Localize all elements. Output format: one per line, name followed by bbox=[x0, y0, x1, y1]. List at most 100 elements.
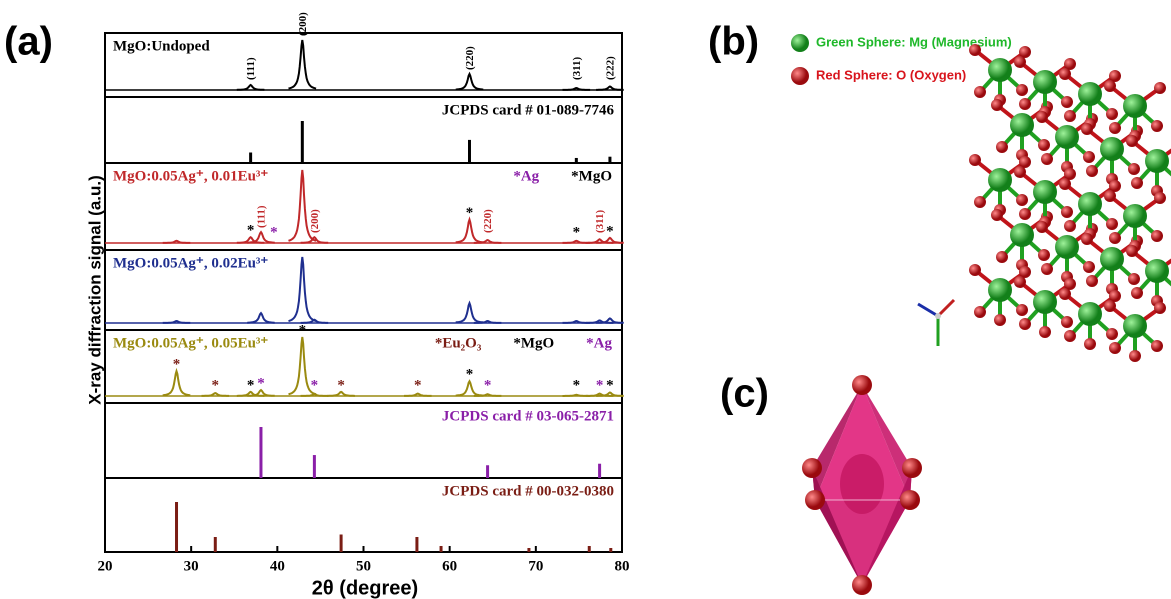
peak-marker: * bbox=[573, 224, 581, 240]
peak bbox=[456, 220, 484, 243]
peak-marker: * bbox=[247, 377, 255, 393]
series-label: JCPDS card # 00-032-0380 bbox=[442, 483, 614, 499]
o-atom bbox=[1109, 232, 1121, 244]
o-atom bbox=[974, 86, 986, 98]
o-atom bbox=[1014, 166, 1026, 178]
x-tick-label: 50 bbox=[356, 558, 371, 574]
peak-marker: * bbox=[257, 376, 265, 392]
x-tick-label: 30 bbox=[184, 558, 199, 574]
series-label: MgO:0.05Ag⁺, 0.05Eu³⁺ bbox=[113, 335, 268, 351]
mg-atom bbox=[988, 278, 1012, 302]
peak-label: (311) bbox=[571, 56, 583, 80]
o-atom bbox=[1106, 108, 1118, 120]
series-label: JCPDS card # 03-065-2871 bbox=[442, 408, 614, 424]
peak-marker: * bbox=[606, 223, 614, 239]
series-label: MgO:0.05Ag⁺, 0.01Eu³⁺ bbox=[113, 168, 268, 184]
peak bbox=[456, 303, 484, 322]
o-atom bbox=[1038, 139, 1050, 151]
series-label: JCPDS card # 01-089-7746 bbox=[442, 102, 615, 118]
o-atom bbox=[994, 314, 1006, 326]
marker-key: *Ag bbox=[586, 335, 612, 351]
o-atom bbox=[1151, 340, 1163, 352]
o-atom bbox=[1154, 192, 1166, 204]
peak-label: (200) bbox=[309, 209, 321, 233]
peak-label: (220) bbox=[482, 209, 494, 233]
o-atom bbox=[1014, 276, 1026, 288]
page: {"panel_labels": ["(a)", "(b)", "(c)"], … bbox=[0, 0, 1171, 599]
crystal-structure bbox=[969, 44, 1171, 362]
panel-label: (b) bbox=[708, 20, 759, 64]
o-atom bbox=[1036, 111, 1048, 123]
panel-label: (c) bbox=[720, 372, 769, 416]
o-atom bbox=[1154, 302, 1166, 314]
mg-atom bbox=[988, 58, 1012, 82]
o-atom bbox=[1104, 300, 1116, 312]
o-atom bbox=[1106, 218, 1118, 230]
o-atom bbox=[1151, 230, 1163, 242]
mg-atom bbox=[1100, 137, 1124, 161]
peak-marker: * bbox=[596, 377, 604, 393]
peak-marker: * bbox=[173, 357, 181, 373]
o-atom bbox=[991, 209, 1003, 221]
o-atom bbox=[1131, 177, 1143, 189]
o-atom bbox=[1086, 165, 1098, 177]
x-axis-label: 2θ (degree) bbox=[312, 577, 418, 599]
o-atom bbox=[1038, 249, 1050, 261]
axis-triad bbox=[918, 300, 954, 346]
o-atom bbox=[1128, 273, 1140, 285]
series-label: MgO:0.05Ag⁺, 0.02Eu³⁺ bbox=[113, 255, 268, 271]
peak-marker: * bbox=[337, 377, 345, 393]
mg-atom bbox=[1033, 290, 1057, 314]
mg-atom bbox=[1123, 94, 1147, 118]
peak-label: (200) bbox=[297, 12, 309, 36]
o-atom bbox=[991, 99, 1003, 111]
peak-label: (111) bbox=[255, 205, 267, 228]
o-atom bbox=[1104, 190, 1116, 202]
o-atom bbox=[1041, 153, 1053, 165]
peak-marker: * bbox=[606, 377, 614, 393]
o-atom bbox=[996, 251, 1008, 263]
o-atom bbox=[1154, 82, 1166, 94]
peak-label: (222) bbox=[604, 56, 616, 80]
o-atom bbox=[1081, 233, 1093, 245]
o-atom bbox=[1016, 194, 1028, 206]
peak-label: (111) bbox=[245, 57, 257, 80]
peak bbox=[163, 371, 191, 395]
mg-atom bbox=[1055, 235, 1079, 259]
o-atom bbox=[974, 306, 986, 318]
mg-atom bbox=[1078, 192, 1102, 216]
o-atom bbox=[1064, 220, 1076, 232]
x-tick-label: 20 bbox=[98, 558, 113, 574]
peak-marker: * bbox=[212, 377, 220, 393]
mg-atom bbox=[1033, 180, 1057, 204]
mg-atom bbox=[1078, 302, 1102, 326]
o-atom bbox=[1129, 350, 1141, 362]
mg-atom bbox=[1010, 113, 1034, 137]
x-tick-label: 70 bbox=[528, 558, 543, 574]
o-atom bbox=[1014, 56, 1026, 68]
legend-text: Green Sphere: Mg (Magnesium) bbox=[816, 34, 1012, 49]
peak-marker: * bbox=[311, 377, 319, 393]
o-atom bbox=[1059, 68, 1071, 80]
figure: (a) (b) (c) Green Sphere: Mg (Magnesium)… bbox=[0, 0, 1171, 599]
o-atom bbox=[969, 154, 981, 166]
peak-label: (311) bbox=[594, 209, 606, 233]
o-atom bbox=[1061, 96, 1073, 108]
o-atom bbox=[969, 264, 981, 276]
o-atom bbox=[1041, 263, 1053, 275]
peak-marker: * bbox=[270, 224, 278, 240]
y-axis-label: X-ray diffraction signal (a.u.) bbox=[85, 175, 104, 405]
series-label: MgO:Undoped bbox=[113, 38, 210, 54]
o-atom bbox=[1061, 206, 1073, 218]
o-atom bbox=[1064, 330, 1076, 342]
mg-atom bbox=[1145, 259, 1169, 283]
peak bbox=[289, 257, 317, 321]
peak bbox=[456, 74, 484, 90]
marker-key: *Eu₂O₃ bbox=[435, 335, 482, 351]
mg-atom bbox=[1078, 82, 1102, 106]
o-atom bbox=[1151, 120, 1163, 132]
mg-atom bbox=[1010, 223, 1034, 247]
o-atom bbox=[1106, 328, 1118, 340]
o-atom bbox=[1036, 221, 1048, 233]
o-atom bbox=[1104, 80, 1116, 92]
